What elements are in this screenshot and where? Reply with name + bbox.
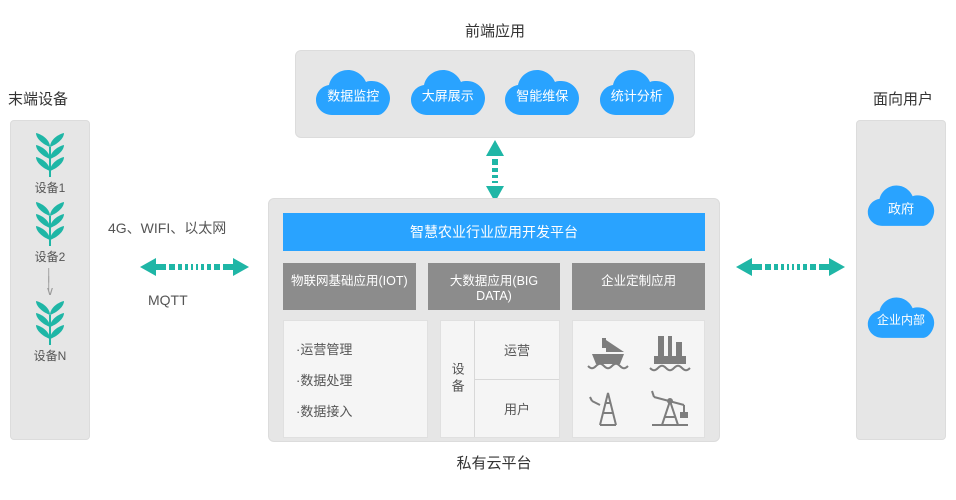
arrow-left-to-center xyxy=(140,258,249,276)
end-devices-panel: 设备1 设备2 ││∨ 设备N xyxy=(10,120,90,440)
pump-icon xyxy=(642,382,698,431)
frontend-apps-panel: 数据监控 大屏展示 智能维保 统计分析 xyxy=(295,50,695,138)
user-label: 企业内部 xyxy=(877,311,925,328)
arrowhead-up-icon xyxy=(486,140,504,156)
app-cloud-maintenance: 智能维保 xyxy=(499,65,585,123)
target-users-panel: 政府 企业内部 xyxy=(856,120,946,440)
device-label: 设备N xyxy=(34,347,67,364)
detail-bigdata-user: 用户 xyxy=(475,380,560,438)
detail-line: ·数据接入 xyxy=(296,401,415,420)
module-iot: 物联网基础应用(IOT) xyxy=(283,263,416,310)
device-item: 设备2 xyxy=(30,202,70,265)
app-label: 统计分析 xyxy=(611,85,663,104)
plant-icon xyxy=(30,133,70,177)
target-users-title: 面向用户 xyxy=(858,88,948,109)
plant-icon xyxy=(30,301,70,345)
end-devices-title: 末端设备 xyxy=(8,88,93,109)
detail-line: ·数据处理 xyxy=(296,370,415,389)
connector-left-protocol-label: 4G、WIFI、以太网 xyxy=(108,218,226,238)
module-bigdata: 大数据应用(BIG DATA) xyxy=(428,263,561,310)
ship-icon xyxy=(579,327,635,376)
detail-line: ·运营管理 xyxy=(296,339,415,358)
platform-panel: 智慧农业行业应用开发平台 物联网基础应用(IOT) 大数据应用(BIG DATA… xyxy=(268,198,720,442)
user-label: 政府 xyxy=(888,198,914,217)
app-label: 智能维保 xyxy=(516,85,568,104)
arrow-center-to-right xyxy=(736,258,845,276)
detail-iot: ·运营管理 ·数据处理 ·数据接入 xyxy=(283,320,428,438)
user-cloud-enterprise: 企业内部 xyxy=(862,293,940,345)
detail-custom xyxy=(572,320,705,438)
private-cloud-title: 私有云平台 xyxy=(268,452,720,473)
device-label: 设备1 xyxy=(35,179,66,196)
arrowhead-left-icon xyxy=(736,258,752,276)
plant-icon xyxy=(30,202,70,246)
platform-icon xyxy=(642,327,698,376)
device-item: 设备1 xyxy=(30,133,70,196)
arrow-body xyxy=(156,264,233,270)
module-row: 物联网基础应用(IOT) 大数据应用(BIG DATA) 企业定制应用 xyxy=(283,263,705,310)
device-item: 设备N xyxy=(30,301,70,364)
module-custom: 企业定制应用 xyxy=(572,263,705,310)
app-label: 大屏展示 xyxy=(422,85,474,104)
user-cloud-gov: 政府 xyxy=(862,181,940,233)
arrowhead-right-icon xyxy=(829,258,845,276)
platform-header: 智慧农业行业应用开发平台 xyxy=(283,213,705,251)
app-cloud-monitoring: 数据监控 xyxy=(310,65,396,123)
arrowhead-left-icon xyxy=(140,258,156,276)
detail-bigdata-ops: 运营 xyxy=(475,321,560,380)
arrow-top-to-center xyxy=(486,140,504,202)
app-cloud-analytics: 统计分析 xyxy=(594,65,680,123)
app-cloud-dashboard: 大屏展示 xyxy=(405,65,491,123)
frontend-apps-title: 前端应用 xyxy=(295,20,695,41)
arrow-body xyxy=(492,156,498,186)
detail-row: ·运营管理 ·数据处理 ·数据接入 设备 运营 用户 xyxy=(283,320,705,438)
connector-left-mqtt-label: MQTT xyxy=(148,292,188,308)
detail-bigdata: 设备 运营 用户 xyxy=(440,320,561,438)
ellipsis-icon: ││∨ xyxy=(46,271,55,295)
app-label: 数据监控 xyxy=(327,85,379,104)
detail-bigdata-left: 设备 xyxy=(441,321,475,437)
arrowhead-right-icon xyxy=(233,258,249,276)
oil-rig-icon xyxy=(579,382,635,431)
arrow-body xyxy=(752,264,829,270)
device-label: 设备2 xyxy=(35,248,66,265)
